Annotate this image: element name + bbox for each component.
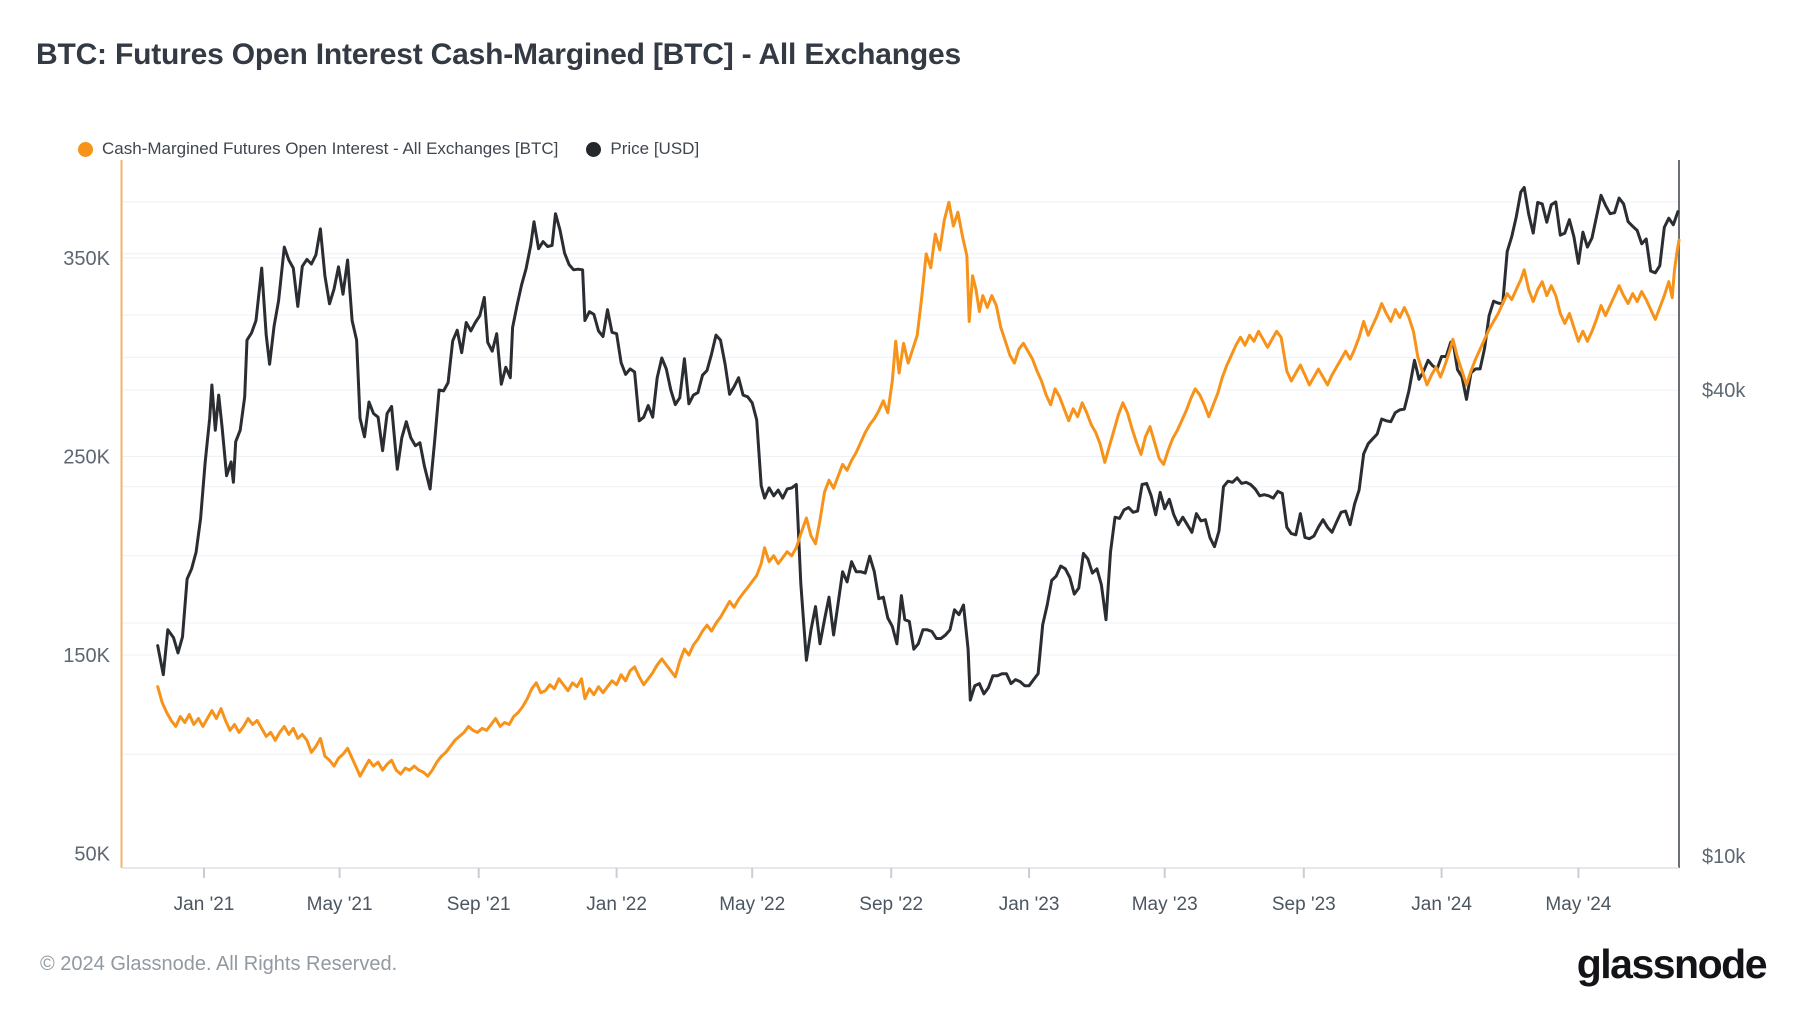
legend-dot-icon <box>78 141 93 157</box>
x-tick-label: Jan '21 <box>174 894 235 915</box>
legend-dot-icon <box>586 141 602 157</box>
legend-label-price: Price [USD] <box>610 139 700 158</box>
y-left-tick-label: 150K <box>63 645 110 667</box>
x-tick-label: May '23 <box>1132 894 1198 915</box>
x-tick-label: Sep '21 <box>447 894 511 915</box>
y-left-tick-label: 350K <box>63 248 110 270</box>
footer-copyright: © 2024 Glassnode. All Rights Reserved. <box>40 953 398 975</box>
x-tick-label: Jan '23 <box>999 894 1060 915</box>
x-tick-label: May '22 <box>719 894 785 915</box>
y-left-tick-label: 250K <box>63 446 110 468</box>
y-right-tick-label: $10k <box>1702 846 1746 868</box>
chart-legend: Cash-Margined Futures Open Interest - Al… <box>78 138 727 160</box>
x-tick-label: Jan '24 <box>1411 894 1472 915</box>
x-tick-label: Sep '22 <box>859 894 923 915</box>
legend-item-price[interactable]: Price [USD] <box>586 139 699 159</box>
glassnode-logo[interactable]: glassnode <box>1576 941 1768 987</box>
series-line-price <box>156 185 1680 702</box>
chart-title: BTC: Futures Open Interest Cash-Margined… <box>36 38 961 71</box>
legend-label-open-interest: Cash-Margined Futures Open Interest - Al… <box>102 139 559 158</box>
x-tick-label: Jan '22 <box>586 894 647 915</box>
series-line-open-interest <box>156 200 1681 778</box>
x-tick-label: May '21 <box>307 894 373 915</box>
y-right-tick-label: $40k <box>1702 380 1746 402</box>
x-tick-label: Sep '23 <box>1272 894 1336 915</box>
x-tick-label: May '24 <box>1545 894 1611 915</box>
legend-item-open-interest[interactable]: Cash-Margined Futures Open Interest - Al… <box>78 139 558 159</box>
y-left-tick-label: 50K <box>74 844 110 866</box>
